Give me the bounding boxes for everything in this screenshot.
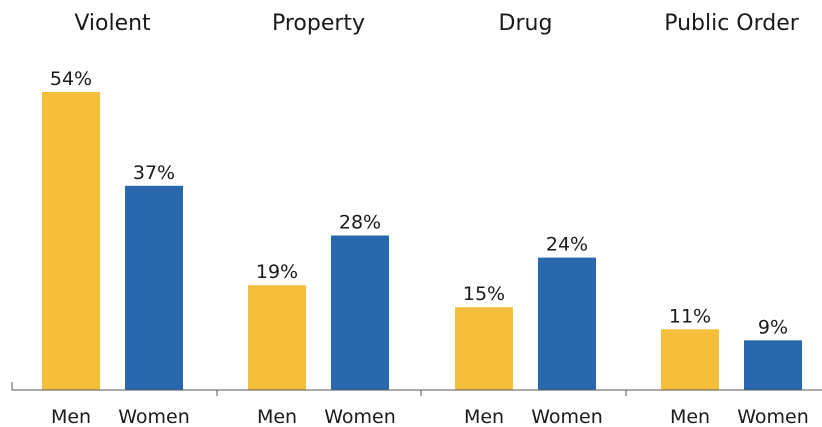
series-label-women-1: Women bbox=[324, 406, 396, 427]
value-label-men-0: 54% bbox=[50, 68, 92, 90]
bar-women-3 bbox=[744, 340, 802, 390]
group-titles: Violent Property Drug Public Order bbox=[74, 11, 799, 36]
bar-women-2 bbox=[538, 257, 596, 390]
bar-women-0 bbox=[125, 185, 183, 390]
bar-men-3 bbox=[661, 329, 719, 390]
series-label-women-2: Women bbox=[531, 406, 603, 427]
series-label-men-3: Men bbox=[670, 406, 710, 427]
series-label-men-0: Men bbox=[51, 406, 91, 427]
bar-women-1 bbox=[331, 235, 389, 390]
series-label-women-0: Women bbox=[118, 406, 190, 427]
bar-men-1 bbox=[248, 285, 306, 390]
bar-men-0 bbox=[42, 92, 100, 390]
value-label-women-3: 9% bbox=[758, 316, 788, 338]
category-title-0: Violent bbox=[74, 11, 151, 36]
value-label-men-2: 15% bbox=[463, 283, 505, 305]
series-label-men-2: Men bbox=[464, 406, 504, 427]
value-labels: 54% 37% 19% 28% 15% 24% 11% 9% bbox=[50, 68, 788, 338]
category-title-3: Public Order bbox=[664, 11, 800, 36]
bars bbox=[42, 92, 802, 390]
value-label-women-2: 24% bbox=[546, 234, 588, 256]
series-label-women-3: Women bbox=[737, 406, 809, 427]
value-label-women-1: 28% bbox=[339, 211, 381, 233]
value-label-women-0: 37% bbox=[133, 162, 175, 184]
category-title-1: Property bbox=[272, 11, 365, 36]
x-axis bbox=[11, 382, 822, 396]
series-labels: Men Women Men Women Men Women Men Women bbox=[51, 406, 809, 427]
value-label-men-3: 11% bbox=[669, 305, 711, 327]
bar-men-2 bbox=[455, 307, 513, 390]
value-label-men-1: 19% bbox=[256, 261, 298, 283]
series-label-men-1: Men bbox=[257, 406, 297, 427]
category-title-2: Drug bbox=[499, 11, 553, 36]
